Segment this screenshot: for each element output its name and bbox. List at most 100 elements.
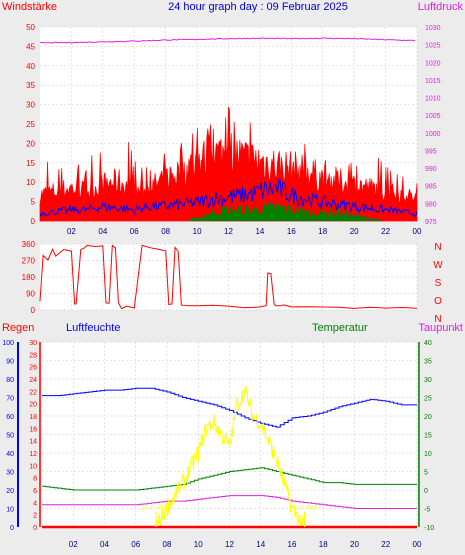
wind-x-tick-label: 10 [193, 227, 202, 236]
wind-direction-series [39, 244, 418, 310]
humidity-tick-label: 0 [10, 525, 14, 532]
rain-tick-label: 12 [29, 451, 37, 458]
wind-tick-label: 25 [26, 120, 35, 129]
wind-x-tick-label: 18 [318, 227, 327, 236]
direction-tick-label: 90 [26, 290, 35, 299]
climate-x-tick-label: 16 [288, 540, 297, 549]
climate-x-tick-label: 18 [319, 540, 328, 549]
rain-tick-label: 6 [33, 488, 37, 495]
wind-tick-label: 50 [26, 23, 35, 32]
humidity-tick-label: 80 [6, 377, 14, 384]
wind-x-tick-label: 22 [381, 227, 390, 236]
sun-set-annotation: Sun Set [292, 505, 317, 512]
temp-tick-label: -10 [424, 525, 434, 532]
dewpoint-label: Taupunkt [418, 322, 463, 334]
temp-tick-label: -5 [424, 507, 430, 514]
wind-x-tick-label: 04 [98, 227, 107, 236]
compass-label: O [434, 296, 442, 307]
rain-tick-label: 2 [33, 513, 37, 520]
humidity-tick-label: 50 [6, 433, 14, 440]
climate-x-tick-label: 10 [194, 540, 203, 549]
wind-average-series [39, 178, 418, 218]
humidity-tick-label: 40 [6, 451, 14, 458]
rain-tick-label: 20 [29, 402, 37, 409]
wind-axis-title: Windstärke [2, 1, 57, 13]
wind-min-series [188, 202, 382, 221]
rain-tick-label: 14 [29, 439, 37, 446]
wind-tick-label: 30 [26, 101, 35, 110]
temp-tick-label: 30 [424, 377, 432, 384]
humidity-tick-label: 30 [6, 470, 14, 477]
wind-x-tick-label: 20 [350, 227, 359, 236]
pressure-series [39, 37, 416, 44]
wind-tick-label: 40 [26, 62, 35, 71]
humidity-label: Luftfeuchte [66, 322, 120, 334]
temperature-label: Temperatur [312, 322, 368, 334]
wind-x-tick-label: 06 [130, 227, 139, 236]
wind-tick-label: 20 [26, 139, 35, 148]
rain-tick-label: 24 [29, 377, 37, 384]
wind-gust-series [39, 106, 418, 222]
humidity-tick-label: 100 [2, 340, 14, 347]
temp-tick-label: 15 [424, 433, 432, 440]
wind-x-tick-label: 12 [224, 227, 233, 236]
humidity-tick-label: 90 [6, 359, 14, 366]
direction-tick-label: 270 [22, 257, 36, 266]
climate-x-tick-label: 14 [256, 540, 265, 549]
rain-tick-label: 18 [29, 414, 37, 421]
humidity-tick-label: 10 [6, 507, 14, 514]
wind-tick-label: 10 [26, 178, 35, 187]
pressure-tick-label: 1020 [425, 60, 441, 67]
climate-x-tick-label: 20 [350, 540, 359, 549]
pressure-axis-title: Luftdruck [418, 1, 464, 13]
wind-tick-label: 0 [31, 217, 36, 226]
pressure-tick-label: 1000 [425, 131, 441, 138]
rain-tick-label: 4 [33, 500, 37, 507]
wind-x-tick-label: 16 [287, 227, 296, 236]
chart-title: 24 hour graph day : 09 Februar 2025 [168, 1, 348, 13]
climate-x-tick-label: 06 [131, 540, 140, 549]
humidity-tick-label: 20 [6, 488, 14, 495]
pressure-tick-label: 1010 [425, 96, 441, 103]
pressure-tick-label: 980 [425, 201, 437, 208]
humidity-tick-label: 60 [6, 414, 14, 421]
pressure-tick-label: 1005 [425, 113, 441, 120]
compass-label: S [435, 278, 442, 289]
wind-x-tick-label: 02 [67, 227, 76, 236]
wind-x-tick-label: 08 [161, 227, 170, 236]
climate-x-tick-label: 04 [100, 540, 109, 549]
direction-tick-label: 360 [22, 240, 36, 249]
climate-x-tick-label: 08 [163, 540, 172, 549]
rain-tick-label: 16 [29, 426, 37, 433]
compass-label: W [433, 260, 443, 271]
rain-tick-label: 0 [33, 525, 37, 532]
rain-tick-label: 28 [29, 352, 37, 359]
temp-tick-label: 10 [424, 451, 432, 458]
direction-tick-label: 180 [22, 273, 36, 282]
climate-x-tick-label: 22 [381, 540, 390, 549]
rain-tick-label: 8 [33, 476, 37, 483]
sun-rise-annotation: Sun Rise [142, 505, 171, 512]
dewpoint-series [42, 495, 417, 509]
direction-tick-label: 0 [31, 306, 36, 315]
pressure-tick-label: 1015 [425, 78, 441, 85]
wind-tick-label: 15 [26, 159, 35, 168]
temperature-series [42, 467, 417, 491]
climate-x-tick-label: 02 [69, 540, 78, 549]
compass-label: N [434, 314, 441, 325]
temp-tick-label: 40 [424, 340, 432, 347]
humidity-series [42, 387, 417, 428]
temp-tick-label: 0 [424, 488, 428, 495]
wind-tick-label: 35 [26, 81, 35, 90]
temp-tick-label: 35 [424, 359, 432, 366]
rain-label: Regen [2, 322, 34, 334]
climate-x-tick-label: 00 [413, 540, 422, 549]
rain-tick-label: 30 [29, 340, 37, 347]
compass-label: N [434, 242, 441, 253]
pressure-tick-label: 985 [425, 184, 437, 191]
wind-tick-label: 45 [26, 42, 35, 51]
pressure-tick-label: 975 [425, 219, 437, 226]
wind-x-tick-label: 14 [255, 227, 264, 236]
rain-tick-label: 26 [29, 365, 37, 372]
